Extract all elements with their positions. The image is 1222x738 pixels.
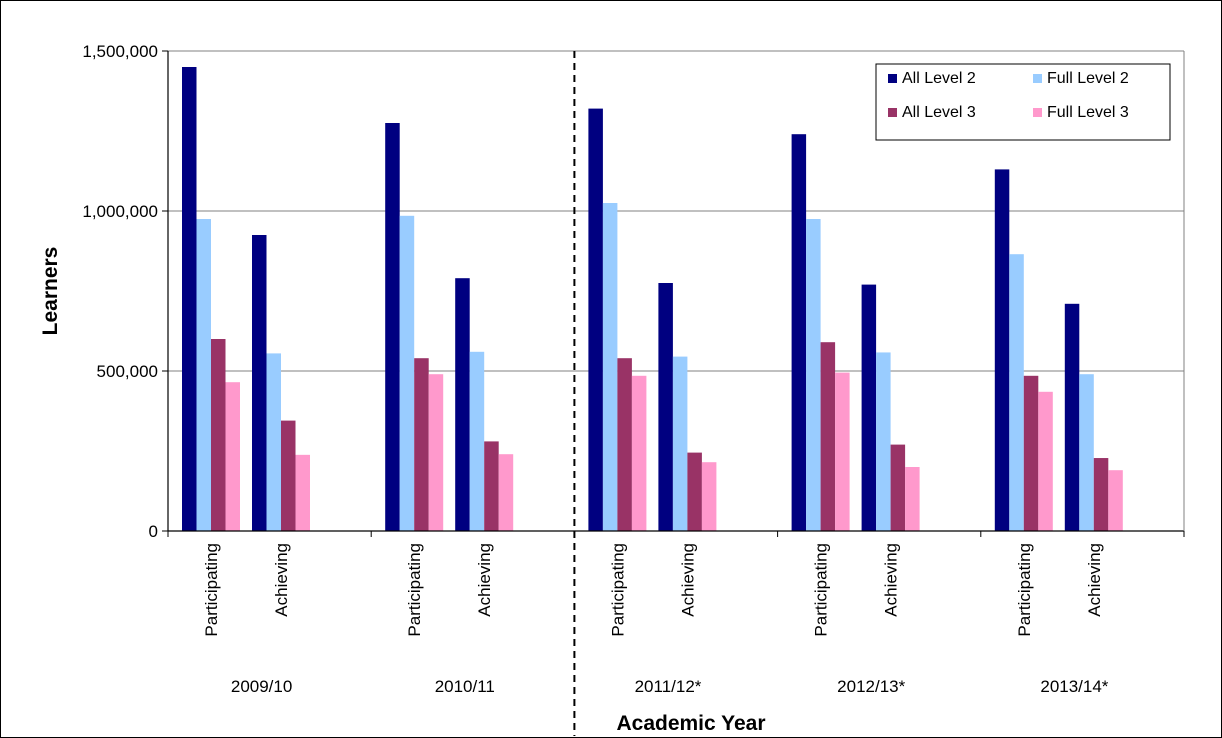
- bar: [890, 444, 906, 531]
- bar: [658, 283, 673, 531]
- legend-label: Full Level 3: [1047, 104, 1129, 121]
- bar: [701, 462, 717, 531]
- bar: [211, 339, 226, 531]
- axes: [162, 50, 1185, 736]
- y-tick-label: 500,000: [97, 362, 158, 381]
- bar: [252, 235, 267, 531]
- bar: [281, 420, 296, 531]
- bar: [1023, 375, 1039, 531]
- bar: [1009, 254, 1024, 531]
- bars: [182, 67, 1123, 532]
- y-tick-labels: 0 500,000 1,000,000 1,500,000: [82, 42, 158, 541]
- bar: [1038, 391, 1053, 531]
- legend-swatch: [1033, 108, 1042, 117]
- bar: [484, 441, 499, 531]
- bar: [266, 353, 281, 531]
- bar: [182, 67, 197, 531]
- bar: [994, 169, 1010, 531]
- bar: [1064, 303, 1080, 531]
- bar: [602, 203, 618, 531]
- bar: [861, 284, 877, 531]
- x-group-label: 2012/13*: [837, 677, 905, 696]
- legend-swatch: [888, 108, 897, 117]
- bar: [687, 452, 702, 531]
- bar: [631, 375, 647, 531]
- x-tick-labels: Participating Achieving 2009/10 Participati…: [202, 543, 1109, 696]
- bar: [399, 215, 415, 532]
- x-subcategory-label: Achieving: [1085, 543, 1104, 617]
- legend-swatch: [1033, 74, 1042, 83]
- x-subcategory-label: Participating: [202, 543, 221, 637]
- bar: [196, 219, 211, 531]
- bar: [672, 356, 688, 531]
- x-subcategory-label: Participating: [405, 543, 424, 637]
- x-subcategory-label: Participating: [608, 543, 627, 637]
- x-subcategory-label: Achieving: [272, 543, 291, 617]
- bar: [469, 351, 485, 531]
- x-group-label: 2011/12*: [635, 677, 702, 696]
- legend-label: Full Level 2: [1047, 70, 1129, 87]
- x-axis-title: Academic Year: [616, 712, 765, 735]
- bar: [905, 467, 920, 531]
- bar: [1093, 458, 1109, 531]
- x-subcategory-label: Achieving: [882, 543, 901, 617]
- bar: [820, 342, 836, 531]
- x-subcategory-label: Achieving: [475, 543, 494, 617]
- x-subcategory-label: Participating: [1015, 543, 1034, 637]
- x-group-label: 2009/10: [231, 677, 292, 696]
- bar: [414, 358, 429, 531]
- y-tick-label: 0: [149, 522, 158, 541]
- bar: [385, 123, 400, 531]
- x-subcategory-label: Achieving: [678, 543, 697, 617]
- bar: [876, 352, 891, 531]
- bar: [1079, 374, 1094, 531]
- bar: [498, 454, 514, 531]
- y-tick-label: 1,500,000: [82, 42, 158, 61]
- legend-label: All Level 2: [902, 70, 976, 87]
- bar: [428, 374, 444, 531]
- x-group-label: 2013/14*: [1040, 677, 1108, 696]
- legend-label: All Level 3: [902, 104, 976, 121]
- bar: [617, 358, 632, 531]
- bar: [455, 278, 470, 531]
- y-axis-title: Learners: [39, 247, 62, 336]
- bar: [791, 134, 807, 531]
- bar: [588, 108, 603, 531]
- x-subcategory-label: Participating: [812, 543, 831, 637]
- bar: [806, 219, 821, 531]
- legend-swatch: [888, 74, 897, 83]
- legend-box: [875, 63, 1171, 141]
- bar: [1108, 470, 1123, 531]
- bar: [295, 454, 310, 531]
- legend: All Level 2 Full Level 2 All Level 3 Full L…: [875, 63, 1171, 141]
- x-group-label: 2010/11: [435, 677, 495, 696]
- bar: [225, 382, 240, 531]
- bar: [835, 372, 850, 531]
- y-tick-label: 1,000,000: [82, 202, 158, 221]
